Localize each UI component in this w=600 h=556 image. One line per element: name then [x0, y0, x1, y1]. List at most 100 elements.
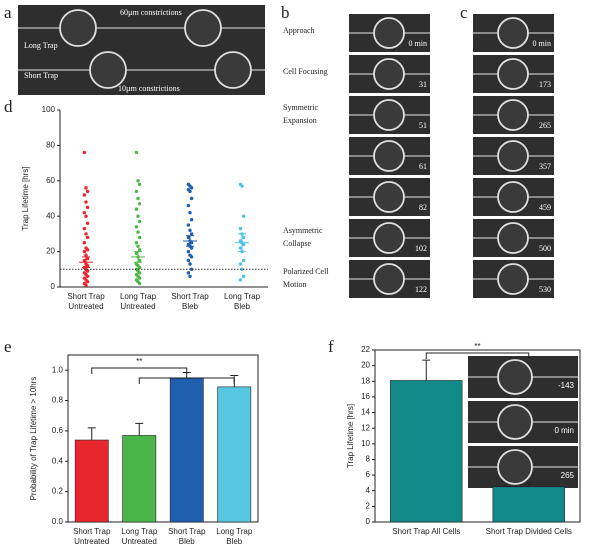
data-point	[186, 258, 191, 263]
data-point	[85, 269, 90, 273]
bar	[390, 380, 463, 523]
data-point	[84, 214, 88, 218]
panel-letter: d	[4, 97, 13, 116]
y-tick-label: 4	[366, 486, 371, 495]
data-point	[136, 196, 140, 201]
time-label: 500	[539, 244, 551, 253]
data-point	[84, 200, 88, 204]
data-point	[84, 253, 88, 257]
significance-label: **	[136, 357, 142, 366]
data-point	[85, 274, 90, 279]
significance-bracket	[91, 367, 188, 374]
data-point	[85, 248, 90, 252]
data-point	[186, 271, 191, 275]
x-tick-label: Short Trap Divided Cells	[486, 527, 572, 536]
data-point	[189, 218, 194, 222]
trap	[59, 9, 97, 47]
data-point	[189, 255, 194, 259]
data-point	[188, 210, 192, 215]
data-point	[137, 258, 142, 263]
time-label: 61	[419, 162, 427, 171]
y-tick-label: 0	[366, 517, 371, 526]
y-axis-label: Trap Lifetime [hrs]	[346, 404, 355, 468]
data-point	[241, 214, 246, 218]
data-point	[84, 186, 88, 190]
y-tick-label: 6	[366, 470, 371, 479]
data-point	[238, 226, 243, 231]
bar	[74, 439, 109, 523]
data-point	[82, 210, 87, 215]
data-point	[84, 232, 88, 236]
data-point	[85, 221, 90, 225]
y-tick-label: 0.4	[52, 456, 64, 465]
significance-bracket	[425, 352, 530, 359]
stage-label: Asymmetric Collapse	[283, 226, 323, 248]
data-point	[188, 228, 192, 233]
error-bar	[82, 256, 90, 269]
data-point	[137, 202, 142, 206]
data-point	[186, 223, 191, 227]
trap	[497, 17, 529, 49]
y-tick-label: 22	[361, 345, 370, 354]
data-point	[82, 241, 87, 245]
data-point	[188, 189, 192, 194]
trap	[497, 449, 533, 485]
data-point	[137, 235, 142, 240]
y-tick-label: 0	[51, 282, 56, 291]
time-label: 102	[415, 244, 427, 253]
panel-letter: b	[281, 3, 290, 22]
data-point	[85, 256, 90, 261]
data-point	[136, 230, 140, 234]
trap	[373, 222, 405, 254]
bar	[217, 386, 252, 523]
data-point	[241, 235, 246, 240]
data-point	[240, 184, 244, 188]
stage-label: Cell Focusing	[283, 67, 328, 76]
x-tick-label: Long Trap Bleb	[224, 292, 261, 311]
data-point	[186, 235, 191, 240]
data-point	[137, 271, 142, 275]
y-tick-label: 40	[46, 211, 55, 220]
x-tick-label: Short Trap Bleb	[171, 292, 209, 311]
time-label: 265	[561, 471, 575, 480]
trap	[373, 140, 405, 172]
trap	[373, 99, 405, 131]
error-bar	[135, 422, 144, 436]
data-point	[134, 189, 139, 194]
panel-letter: e	[4, 337, 12, 356]
trap	[373, 263, 405, 295]
y-tick-label: 0.6	[52, 426, 64, 435]
error-bar	[238, 233, 246, 253]
data-point	[137, 219, 142, 224]
time-label: 357	[539, 162, 551, 171]
bar	[122, 435, 157, 523]
y-tick-label: 16	[361, 392, 370, 401]
time-label: 265	[539, 121, 551, 130]
data-point	[134, 241, 139, 245]
trap	[497, 404, 533, 440]
data-point	[85, 264, 90, 268]
x-tick-label: Long Trap Untreated	[120, 292, 157, 311]
data-point	[136, 214, 140, 218]
y-tick-label: 100	[42, 105, 56, 114]
data-point	[134, 251, 139, 256]
stage-label: Symmetric Expansion	[283, 103, 319, 125]
data-point	[84, 283, 88, 287]
y-tick-label: 20	[46, 247, 55, 256]
data-point	[134, 207, 139, 211]
error-bar	[422, 359, 431, 381]
data-point	[137, 248, 142, 252]
trap	[497, 263, 529, 295]
constriction-label: 60µm constrictions	[120, 8, 182, 17]
trap	[214, 51, 252, 89]
data-point	[82, 226, 87, 231]
trap-label: Short Trap	[24, 71, 58, 80]
x-tick-label: Short Trap Untreated	[67, 292, 105, 311]
error-bar	[524, 482, 533, 487]
data-point	[238, 262, 243, 266]
trap	[89, 51, 127, 89]
y-tick-label: 60	[46, 176, 55, 185]
constriction-label: 10µm constrictions	[118, 84, 180, 93]
y-tick-label: 14	[361, 408, 370, 417]
x-tick-label: Short Trap Untreated	[73, 527, 111, 546]
